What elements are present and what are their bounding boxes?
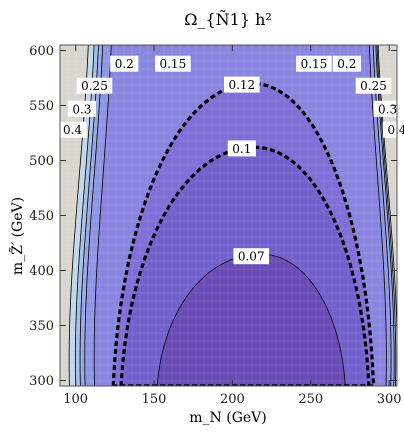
- x-tick-label: 300: [377, 392, 402, 407]
- contour-label-0-25: 0.25: [355, 77, 392, 94]
- y-tick-label: 550: [29, 99, 54, 114]
- contour-label-text: 0.2: [337, 57, 356, 71]
- contour-label-0-2: 0.2: [110, 55, 139, 72]
- contour-label-text: 0.3: [378, 102, 397, 116]
- contour-label-text: 0.3: [72, 102, 91, 116]
- contour-label-box: [355, 77, 392, 94]
- x-tick-label: 200: [220, 392, 245, 407]
- contour-label-box: [382, 121, 404, 138]
- x-tick-label: 250: [298, 392, 323, 407]
- contour-label-box: [332, 55, 361, 72]
- contour-label-0-15: 0.15: [296, 55, 332, 72]
- contour-label-0-15: 0.15: [155, 55, 191, 72]
- contour-fill-0-07: [157, 254, 346, 386]
- contour-label-0-4: 0.4: [382, 121, 404, 138]
- contour-label-text: 0.12: [228, 78, 255, 92]
- contour-label-box: [373, 100, 402, 117]
- contour-label-box: [224, 76, 260, 93]
- y-tick-label: 350: [29, 319, 54, 334]
- chart-title: Ω_{Ñ1} h²: [184, 9, 272, 29]
- contour-label-box: [155, 55, 191, 72]
- contour-label-0-4: 0.4: [58, 121, 87, 138]
- x-tick-label: 150: [142, 392, 167, 407]
- contour-label-text: 0.25: [360, 79, 387, 93]
- contour-label-text: 0.4: [387, 123, 404, 137]
- axes: 100 150 200 250 300 300 350 400 450 500 550 600: [29, 44, 401, 407]
- contour-label-box: [227, 140, 256, 157]
- y-tick-label: 500: [29, 154, 54, 169]
- y-tick-label: 400: [29, 264, 54, 279]
- contour-label-text: 0.4: [63, 123, 82, 137]
- contour-label-0-25: 0.25: [76, 77, 113, 94]
- contour-label-0-12: 0.12: [224, 76, 260, 93]
- contour-regions: [60, 45, 397, 386]
- x-axis-label: m_N (GeV): [189, 410, 266, 426]
- contour-label-text: 0.15: [301, 57, 328, 71]
- contour-label-box: [110, 55, 139, 72]
- contour-label-text: 0.1: [232, 142, 251, 156]
- contour-label-text: 0.2: [115, 57, 134, 71]
- y-tick-label: 600: [29, 44, 54, 59]
- contour-label-box: [67, 100, 97, 117]
- contour-line-0-2: [84, 45, 392, 386]
- contour-labels: 0.07 0.1 0.12 0.15 0.15 0.2 0.2 0.25 0.25 0.3 0.3 0…: [58, 55, 404, 265]
- contour-label-text: 0.25: [81, 79, 108, 93]
- y-tick-label: 300: [29, 374, 54, 389]
- contour-label-text: 0.15: [159, 57, 186, 71]
- contour-label-0-1: 0.1: [227, 140, 256, 157]
- contour-line-0-15: [93, 45, 387, 386]
- contour-line-0-4: [68, 45, 397, 386]
- contour-line-0-3: [74, 45, 397, 386]
- y-tick-label: 450: [29, 209, 54, 224]
- contour-label-0-07: 0.07: [233, 248, 270, 265]
- contour-label-0-3: 0.3: [67, 100, 97, 117]
- contour-label-box: [58, 121, 87, 138]
- plot-texture: [60, 45, 397, 386]
- contour-label-box: [296, 55, 332, 72]
- contour-line-0-25: [79, 45, 395, 386]
- contour-label-box: [233, 248, 270, 265]
- contour-label-text: 0.07: [238, 250, 265, 264]
- contour-label-box: [76, 77, 113, 94]
- y-axis-label: m_Z̃′ (GeV): [8, 197, 26, 275]
- contour-label-0-2: 0.2: [332, 55, 361, 72]
- x-tick-label: 100: [63, 392, 88, 407]
